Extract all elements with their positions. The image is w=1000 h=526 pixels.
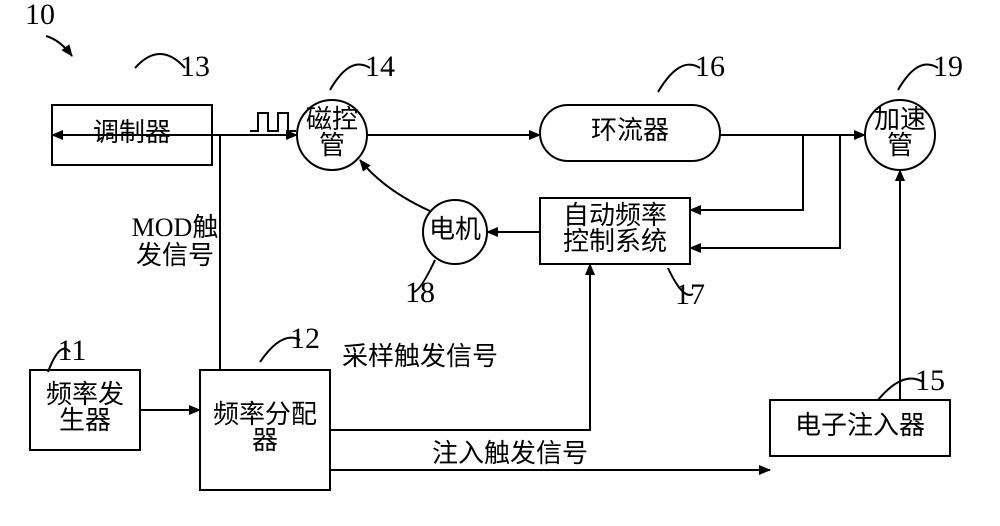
svg-text:10: 10	[25, 0, 55, 31]
svg-text:生器: 生器	[59, 406, 111, 435]
svg-text:加速: 加速	[874, 105, 926, 134]
svg-text:电机: 电机	[429, 215, 481, 244]
svg-text:磁控: 磁控	[306, 105, 358, 134]
svg-text:16: 16	[695, 50, 725, 83]
svg-text:采样触发信号: 采样触发信号	[342, 342, 498, 371]
svg-text:器: 器	[252, 426, 278, 455]
svg-text:频率分配: 频率分配	[213, 400, 317, 429]
svg-text:控制系统: 控制系统	[563, 227, 667, 256]
svg-text:频率发: 频率发	[46, 380, 124, 409]
svg-text:自动频率: 自动频率	[563, 201, 667, 230]
diagram-canvas: 10频率发生器11频率分配器12调制器13磁控管14环流器16加速管19电机18…	[0, 0, 1000, 526]
svg-text:11: 11	[58, 334, 87, 367]
pulse-icon	[250, 113, 296, 131]
svg-text:14: 14	[365, 50, 395, 83]
svg-text:调制器: 调制器	[93, 118, 171, 147]
svg-text:管: 管	[319, 131, 345, 160]
svg-text:18: 18	[405, 276, 435, 309]
svg-text:环流器: 环流器	[591, 116, 669, 145]
svg-text:电子注入器: 电子注入器	[795, 411, 925, 440]
svg-text:19: 19	[933, 50, 963, 83]
svg-text:管: 管	[887, 131, 913, 160]
svg-text:发信号: 发信号	[136, 241, 214, 270]
edge	[360, 160, 430, 211]
svg-text:MOD触: MOD触	[132, 213, 219, 242]
svg-text:注入触发信号: 注入触发信号	[432, 439, 588, 468]
